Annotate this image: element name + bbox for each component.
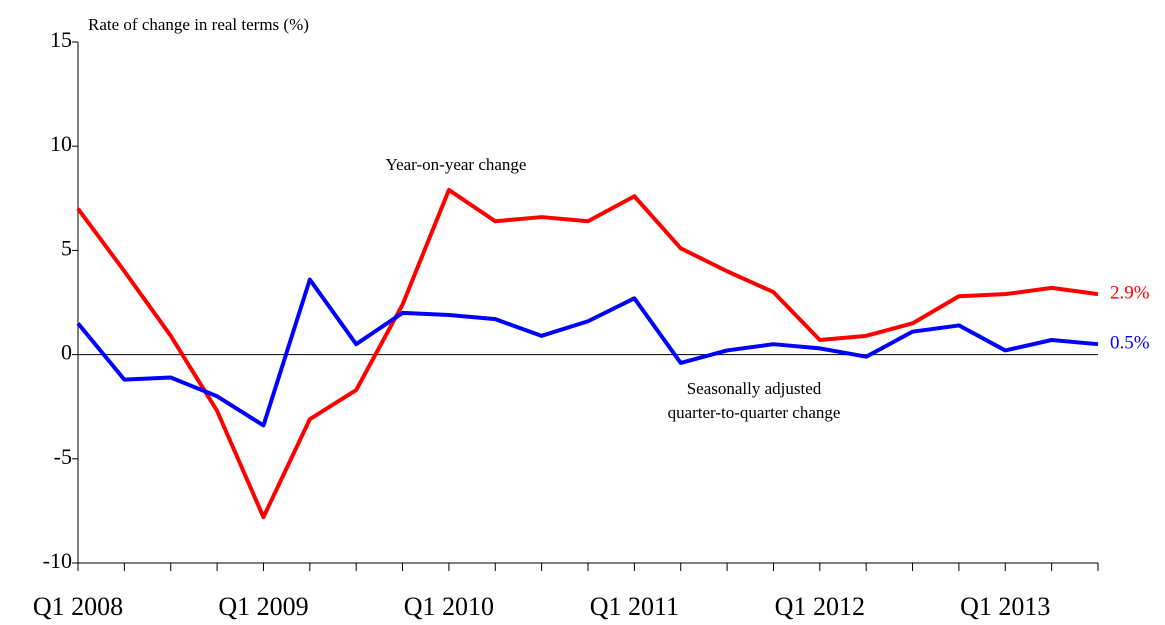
series-line: [76, 277, 1099, 428]
value-label: 0.5%: [1110, 333, 1150, 354]
y-tick-label: 5: [61, 235, 72, 260]
x-tick-label: Q1 2012: [775, 592, 865, 621]
x-tick-label: Q1 2010: [404, 592, 494, 621]
x-tick-label: Q1 2009: [218, 592, 308, 621]
y-tick-label: -10: [43, 548, 72, 573]
y-axis-label: Rate of change in real terms (%): [88, 15, 309, 34]
series-line: [76, 187, 1099, 520]
x-tick-label: Q1 2008: [33, 592, 123, 621]
x-tick-label: Q1 2013: [960, 592, 1050, 621]
y-tick-label: -5: [54, 444, 72, 469]
y-tick-label: 10: [50, 131, 72, 156]
y-tick-label: 15: [50, 27, 72, 52]
series-label: quarter-to-quarter change: [668, 403, 841, 422]
x-tick-label: Q1 2011: [590, 592, 679, 621]
series-label: Year-on-year change: [386, 155, 527, 174]
series-label: Seasonally adjusted: [687, 379, 822, 398]
y-tick-label: 0: [61, 340, 72, 365]
value-label: 2.9%: [1110, 283, 1150, 304]
